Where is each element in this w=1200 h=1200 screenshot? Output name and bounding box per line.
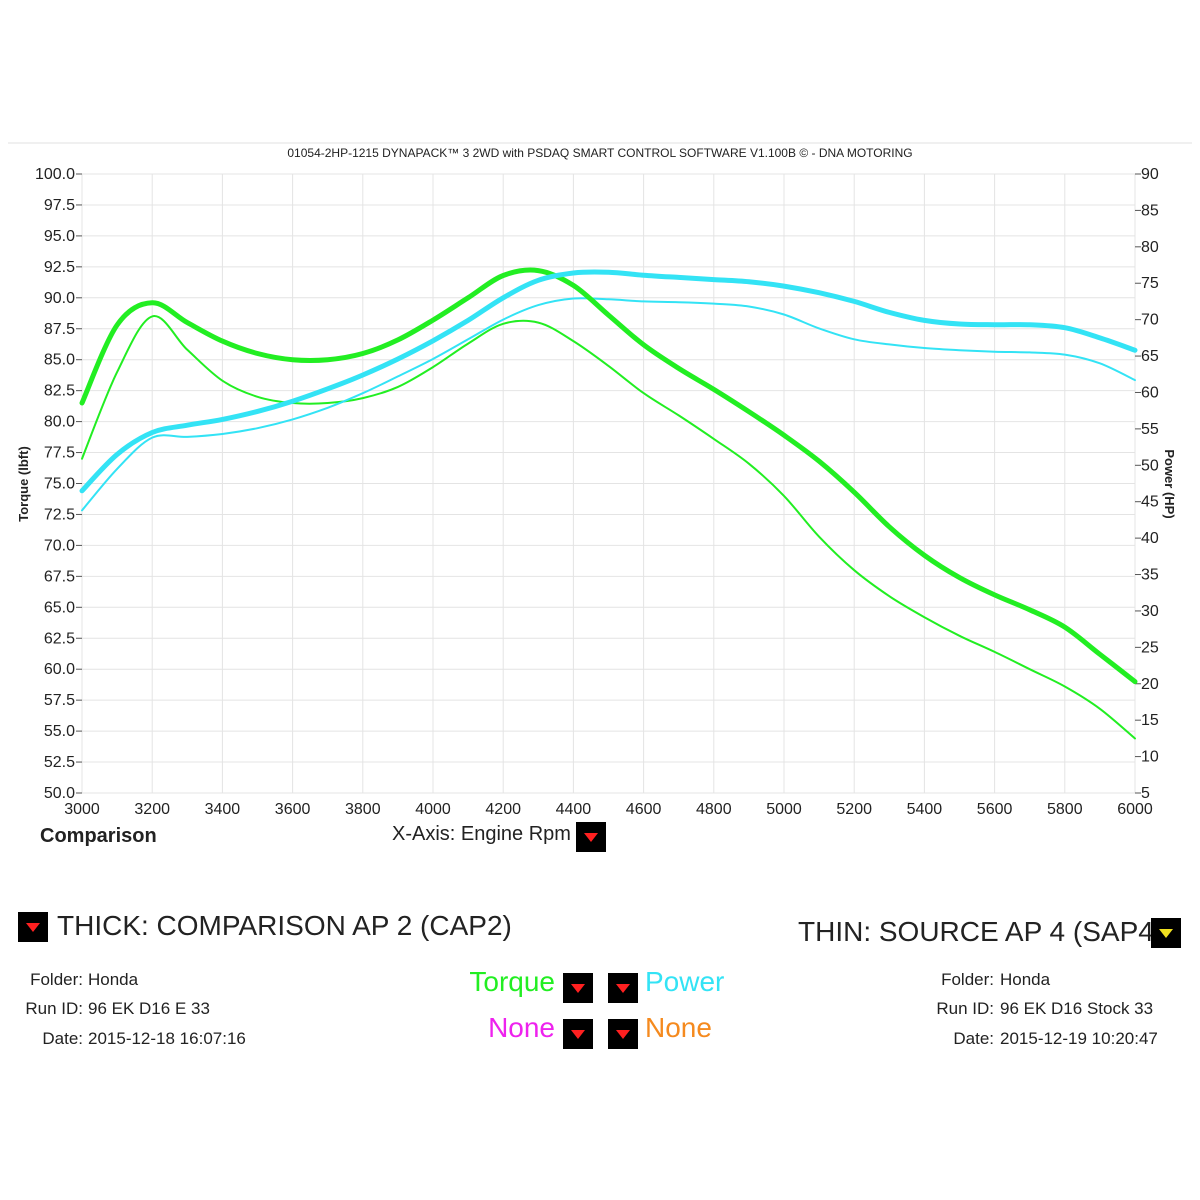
x-tick-label: 5600 (977, 801, 1013, 818)
y-axis-title-right: Power (HP) (1162, 449, 1177, 518)
thin-run-value: 96 EK D16 Stock 33 (1000, 999, 1154, 1018)
legend-none-right-label: None (645, 1012, 712, 1043)
legend-none-left-dropdown[interactable] (563, 1019, 593, 1049)
legend-torque-dropdown[interactable] (563, 973, 593, 1003)
x-tick-label: 4200 (485, 801, 521, 818)
y-tick-label: 97.5 (44, 197, 75, 214)
x-axis-title: X-Axis: Engine Rpm (392, 823, 571, 845)
x-tick-label: 5400 (907, 801, 943, 818)
y-tick-label: 52.5 (44, 754, 75, 771)
chart-title: 01054-2HP-1215 DYNAPACK™ 3 2WD with PSDA… (287, 146, 912, 160)
y2-tick-label: 10 (1141, 749, 1159, 766)
thick-folder-label: Folder: (30, 970, 83, 989)
y2-tick-label: 85 (1141, 202, 1159, 219)
thin-dropdown-button[interactable] (1151, 918, 1181, 948)
y-tick-label: 57.5 (44, 692, 75, 709)
power-thin-line (81, 297, 1136, 512)
thick-header: THICK: COMPARISON AP 2 (CAP2) (57, 910, 512, 941)
y2-tick-label: 80 (1141, 239, 1159, 256)
thick-folder-value: Honda (88, 970, 139, 989)
thin-header: THIN: SOURCE AP 4 (SAP4) (798, 916, 1164, 947)
axes: 3000 3200 3400 3600 3800 4000 4200 4400 4600 4800… (35, 166, 1159, 818)
y-tick-label: 50.0 (44, 785, 75, 802)
y-tick-label: 72.5 (44, 506, 75, 523)
y2-tick-label: 25 (1141, 639, 1159, 656)
x-tick-label: 5200 (836, 801, 872, 818)
x-axis-dropdown-button[interactable] (576, 822, 606, 852)
y2-tick-label: 50 (1141, 457, 1159, 474)
y-tick-label: 92.5 (44, 259, 75, 276)
y2-tick-label: 15 (1141, 712, 1159, 729)
x-tick-label: 4600 (626, 801, 662, 818)
y2-tick-label: 65 (1141, 348, 1159, 365)
x-tick-label: 3600 (275, 801, 311, 818)
dyno-chart: 01054-2HP-1215 DYNAPACK™ 3 2WD with PSDA… (8, 142, 1192, 818)
y2-tick-label: 30 (1141, 603, 1159, 620)
x-tick-label: 3000 (64, 801, 100, 818)
x-tick-label: 3400 (205, 801, 241, 818)
thin-folder-value: Honda (1000, 970, 1051, 989)
series-lines (79, 267, 1138, 740)
x-tick-label: 4800 (696, 801, 732, 818)
y2-tick-label: 75 (1141, 275, 1159, 292)
legend-torque-label: Torque (469, 966, 555, 997)
y-tick-label: 70.0 (44, 537, 75, 554)
y2-tick-label: 40 (1141, 530, 1159, 547)
x-tick-label: 5000 (766, 801, 802, 818)
y-tick-label: 55.0 (44, 723, 75, 740)
y-tick-label: 90.0 (44, 290, 75, 307)
y2-tick-label: 70 (1141, 312, 1159, 329)
y-tick-label: 60.0 (44, 661, 75, 678)
x-tick-label: 3800 (345, 801, 381, 818)
y2-tick-label: 35 (1141, 567, 1159, 584)
thick-run-value: 96 EK D16 E 33 (88, 999, 210, 1018)
x-tick-label: 5800 (1047, 801, 1083, 818)
y-tick-label: 77.5 (44, 445, 75, 462)
legend-power-dropdown[interactable] (608, 973, 638, 1003)
thin-folder-label: Folder: (941, 970, 994, 989)
legend-none-right-dropdown[interactable] (608, 1019, 638, 1049)
y-tick-label: 80.0 (44, 414, 75, 431)
y2-tick-label: 90 (1141, 166, 1159, 183)
y-tick-label: 67.5 (44, 568, 75, 585)
y-tick-label: 75.0 (44, 476, 75, 493)
thick-run-label: Run ID: (25, 999, 83, 1018)
thick-dropdown-button[interactable] (18, 912, 48, 942)
x-tick-label: 4000 (415, 801, 451, 818)
legend-none-left-label: None (488, 1012, 555, 1043)
y-tick-label: 100.0 (35, 166, 75, 183)
torque-thin-line (81, 315, 1136, 740)
y2-tick-label: 55 (1141, 421, 1159, 438)
y-axis-title-left: Torque (lbft) (16, 446, 31, 522)
x-tick-label: 6000 (1117, 801, 1153, 818)
x-tick-label: 3200 (134, 801, 170, 818)
torque-thick-line (79, 267, 1138, 685)
thick-date-label: Date: (42, 1029, 83, 1048)
y-tick-label: 85.0 (44, 352, 75, 369)
y-tick-label: 87.5 (44, 321, 75, 338)
y2-tick-label: 45 (1141, 494, 1159, 511)
y2-tick-label: 5 (1141, 785, 1150, 802)
y2-tick-label: 60 (1141, 384, 1159, 401)
thin-date-label: Date: (953, 1029, 994, 1048)
legend-power-label: Power (645, 966, 725, 997)
x-tick-label: 4400 (556, 801, 592, 818)
y-tick-label: 62.5 (44, 630, 75, 647)
power-thick-line (79, 269, 1138, 494)
grid-lines (81, 173, 1136, 794)
y-tick-label: 95.0 (44, 228, 75, 245)
thick-date-value: 2015-12-18 16:07:16 (88, 1029, 246, 1048)
comparison-label: Comparison (40, 825, 157, 847)
y-tick-label: 82.5 (44, 383, 75, 400)
y2-tick-label: 20 (1141, 676, 1159, 693)
y-tick-label: 65.0 (44, 599, 75, 616)
thin-date-value: 2015-12-19 10:20:47 (1000, 1029, 1158, 1048)
thin-run-label: Run ID: (936, 999, 994, 1018)
